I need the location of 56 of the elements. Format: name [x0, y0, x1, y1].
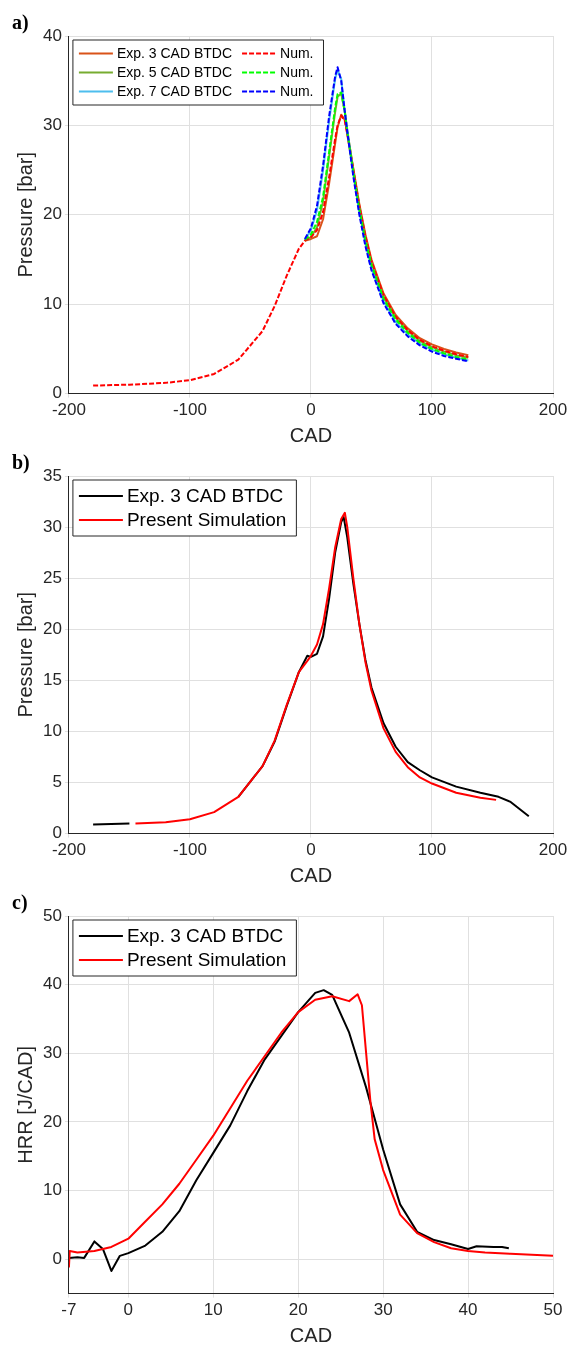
x-tick-label: 0 [306, 400, 316, 420]
y-tick-label: 20 [42, 1111, 62, 1131]
x-tick-label: 50 [543, 1300, 563, 1320]
x-tick-label: -100 [172, 400, 207, 420]
y-tick-label: 10 [42, 721, 62, 741]
x-axis-title: CAD [289, 863, 333, 886]
line-series [92, 114, 470, 387]
x-tick-label: 100 [417, 400, 447, 420]
x-tick-label: 30 [373, 1300, 393, 1320]
y-tick-label: 30 [42, 115, 62, 135]
x-axis-title: CAD [289, 1323, 333, 1346]
y-tick-label: 20 [42, 204, 62, 224]
chart-title: c) [12, 891, 28, 915]
legend-label: Exp. 5 CAD BTDC [116, 64, 233, 81]
y-axis-title: HRR [J/CAD] [13, 1045, 36, 1164]
chart-title: a) [12, 11, 29, 35]
x-tick-label: 20 [288, 1300, 308, 1320]
y-axis-title: Pressure [bar] [13, 152, 36, 278]
y-tick-label: 50 [42, 905, 62, 925]
y-tick-label: 30 [42, 516, 62, 536]
x-tick-label: 200 [538, 840, 568, 860]
x-tick-label: 40 [458, 1300, 478, 1320]
y-tick-label: 0 [52, 823, 62, 843]
chart-title: b) [12, 451, 30, 475]
y-tick-label: 20 [42, 618, 62, 638]
x-axis-title: CAD [289, 423, 333, 446]
y-tick-label: 25 [42, 567, 62, 587]
legend-label: Present Simulation [126, 949, 287, 971]
x-tick-label: 10 [203, 1300, 223, 1320]
y-tick-label: 0 [52, 1248, 62, 1268]
legend-label: Num. [280, 83, 314, 100]
y-tick-label: 30 [42, 1043, 62, 1062]
y-tick-label: 40 [42, 25, 62, 45]
legend-label: Exp. 3 CAD BTDC [126, 925, 284, 947]
x-tick-label: -7 [61, 1300, 77, 1320]
x-tick-label: 0 [306, 840, 316, 860]
y-tick-label: 40 [42, 974, 62, 994]
x-tick-label: -200 [51, 840, 86, 860]
x-tick-label: 100 [417, 840, 447, 860]
x-tick-label: 200 [538, 400, 568, 420]
y-tick-label: 10 [42, 293, 62, 313]
y-tick-label: 15 [42, 670, 62, 690]
y-tick-label: 35 [42, 465, 62, 485]
y-tick-label: 5 [52, 772, 62, 792]
legend-label: Num. [280, 64, 314, 81]
y-tick-label: 10 [42, 1180, 62, 1200]
y-tick-label: 0 [52, 383, 62, 403]
x-tick-label: -200 [51, 400, 86, 420]
legend-label: Exp. 3 CAD BTDC [126, 485, 284, 507]
x-tick-label: 0 [123, 1300, 134, 1320]
legend-label: Num. [280, 45, 314, 62]
x-tick-label: -100 [172, 840, 207, 860]
legend-label: Exp. 7 CAD BTDC [116, 83, 233, 100]
legend-label: Exp. 3 CAD BTDC [116, 45, 233, 62]
y-axis-title: Pressure [bar] [13, 592, 36, 718]
legend-label: Present Simulation [126, 509, 287, 531]
